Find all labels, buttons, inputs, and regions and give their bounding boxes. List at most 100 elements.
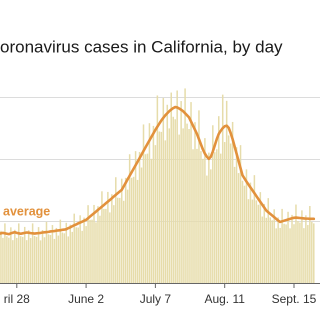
bar <box>142 124 145 283</box>
bar <box>186 123 188 283</box>
bar <box>115 177 117 283</box>
bar <box>152 125 155 284</box>
bar <box>69 224 72 283</box>
bar <box>79 215 81 283</box>
bar <box>111 194 113 283</box>
bar <box>144 154 147 283</box>
bar <box>93 204 95 283</box>
bar <box>174 119 176 283</box>
bar <box>170 92 172 283</box>
bar <box>10 227 12 283</box>
bar <box>117 197 119 283</box>
bar <box>208 152 210 283</box>
bar <box>202 158 204 283</box>
bar <box>210 169 212 283</box>
bar <box>91 219 93 283</box>
bar <box>18 223 20 283</box>
bar <box>136 179 139 283</box>
bar <box>269 217 271 283</box>
bar <box>14 229 16 283</box>
bar <box>299 222 301 283</box>
bar <box>271 220 273 283</box>
bar <box>41 230 44 283</box>
bar <box>188 128 190 283</box>
line-label: average <box>3 204 50 218</box>
bar <box>277 217 279 283</box>
bar <box>148 123 151 283</box>
bar <box>237 173 240 283</box>
bar <box>261 216 264 283</box>
bar <box>95 222 97 283</box>
bar <box>134 151 137 283</box>
bar <box>184 88 186 283</box>
bar <box>138 151 141 283</box>
bar <box>166 104 169 283</box>
bar <box>19 236 22 283</box>
bar <box>107 191 109 283</box>
bar <box>47 234 50 283</box>
bar <box>301 210 303 283</box>
bar <box>99 215 101 283</box>
bar <box>2 237 4 283</box>
bar <box>67 236 70 283</box>
bar <box>204 138 206 283</box>
bar <box>29 238 32 283</box>
bar <box>305 215 307 283</box>
bar <box>291 214 293 283</box>
bar <box>51 225 54 283</box>
bar <box>239 145 242 283</box>
bar <box>83 217 85 283</box>
bar <box>81 230 83 283</box>
bar <box>87 205 89 283</box>
bar <box>124 177 127 283</box>
bar <box>229 143 232 283</box>
bar <box>245 169 248 283</box>
bar <box>113 205 115 283</box>
bar <box>73 213 75 283</box>
bar <box>57 235 60 283</box>
bar <box>206 175 208 283</box>
bar <box>49 234 52 283</box>
bar <box>235 147 238 283</box>
bar <box>53 238 56 283</box>
x-tick-label: Aug. 11 <box>204 292 245 306</box>
bar <box>105 208 107 283</box>
bar <box>45 221 48 283</box>
bar <box>255 200 258 283</box>
bar <box>182 128 184 283</box>
bar <box>275 228 277 283</box>
bar <box>0 230 2 283</box>
bar <box>279 227 281 283</box>
bar <box>21 236 24 283</box>
chart-title: oronavirus cases in California, by day <box>0 37 283 56</box>
bar <box>249 182 252 283</box>
bar <box>97 206 99 283</box>
bars <box>0 88 315 284</box>
bar <box>43 237 46 283</box>
bar <box>259 192 262 283</box>
average-line <box>0 105 316 236</box>
bar <box>227 135 230 283</box>
bar <box>150 158 153 283</box>
bar <box>190 102 192 283</box>
bar <box>35 236 38 283</box>
bar <box>263 203 266 283</box>
bar <box>273 209 275 283</box>
bar <box>132 176 135 283</box>
bar <box>33 236 36 283</box>
bar <box>120 178 123 283</box>
bar <box>39 240 42 283</box>
bar <box>128 154 131 283</box>
x-tick-label: Sept. 15 <box>272 292 317 306</box>
bar <box>164 140 167 283</box>
bar <box>71 231 73 283</box>
bar <box>307 225 309 283</box>
bar <box>267 198 270 283</box>
bar <box>253 175 256 283</box>
bar <box>89 219 91 283</box>
bar <box>140 167 143 283</box>
bar <box>55 227 58 283</box>
bar <box>287 211 289 283</box>
bar <box>23 226 26 283</box>
bar <box>251 199 254 283</box>
